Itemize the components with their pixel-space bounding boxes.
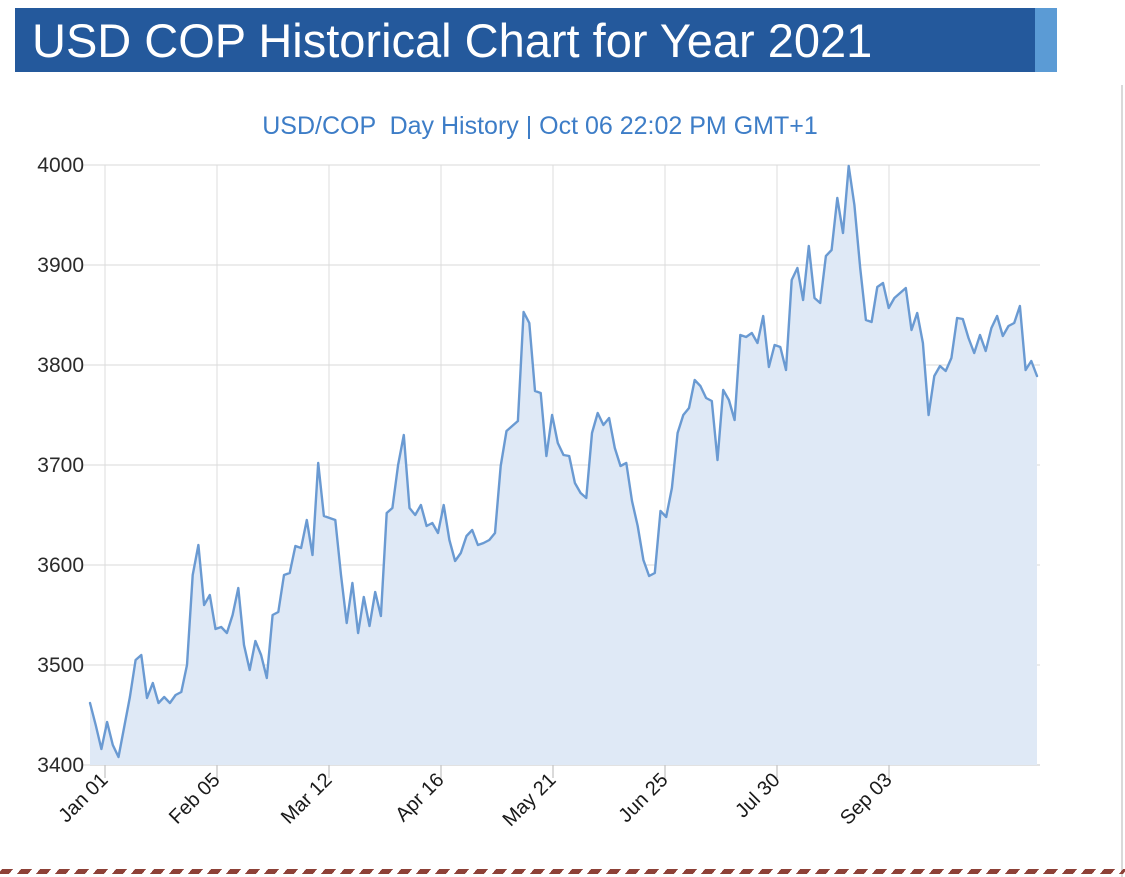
page-right-divider	[1121, 85, 1123, 877]
y-tick-label: 3500	[37, 654, 84, 677]
x-tick-label: May 21	[499, 769, 561, 831]
x-tick-label: Feb 05	[165, 769, 225, 829]
y-axis-labels: 3400 3500 3600 3700 3800 3900 4000	[37, 154, 84, 777]
y-tick-label: 3400	[37, 754, 84, 777]
x-tick-label: Jun 25	[615, 769, 673, 827]
x-tick-label: Apr 16	[391, 769, 448, 826]
x-tick-label: Jul 30	[731, 769, 784, 822]
x-axis-labels: Jan 01 Feb 05 Mar 12 Apr 16 May 21 Jun 25 Jul …	[55, 769, 897, 831]
page-title: USD COP Historical Chart for Year 2021	[32, 13, 873, 67]
y-tick-label: 3700	[37, 454, 84, 477]
page-bottom-dashes	[0, 869, 1125, 874]
y-tick-label: 3600	[37, 554, 84, 577]
header-accent-block	[1035, 8, 1057, 72]
chart-title: USD/COP Day History | Oct 06 22:02 PM GM…	[262, 112, 818, 140]
x-tick-label: Jan 01	[55, 769, 113, 827]
y-tick-label: 3900	[37, 254, 84, 277]
series-area	[90, 166, 1037, 765]
y-tick-label: 4000	[37, 154, 84, 177]
series-line	[88, 164, 1039, 759]
x-tick-label: Mar 12	[277, 769, 337, 829]
y-tick-label: 3800	[37, 354, 84, 377]
x-tick-label: Sep 03	[836, 769, 896, 829]
header-banner: USD COP Historical Chart for Year 2021	[15, 8, 1035, 72]
